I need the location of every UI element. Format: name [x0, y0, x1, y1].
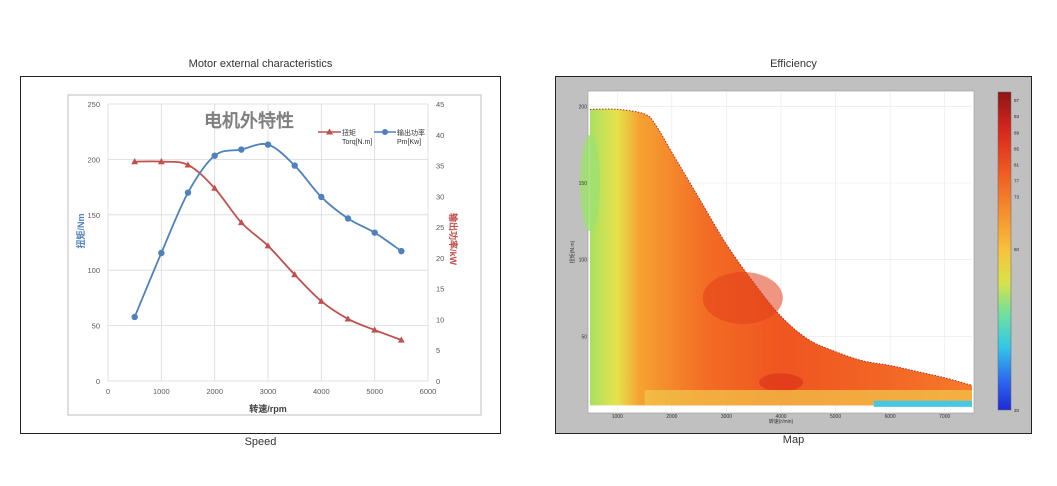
y2-tick-label: 35 [436, 162, 444, 171]
torque-power-chart: 0 1000 2000 3000 4000 5000 6000050100150200250… [67, 94, 482, 416]
torque-point [317, 297, 325, 304]
power-point [344, 215, 352, 222]
y2-tick-label: 40 [436, 131, 444, 140]
map-y-tick-label: 50 [581, 334, 587, 340]
colorbar-tick-label: 97 [1014, 98, 1020, 103]
torque-point [291, 271, 299, 278]
map-x-axis-label: 转速(r/min) [769, 418, 794, 425]
efficiency-region [590, 109, 972, 406]
colorbar-tick-label: 85 [1014, 146, 1020, 151]
x-axis-label: 转速/rpm [249, 403, 287, 414]
power-point [211, 152, 218, 159]
map-x-tick-label: 7000 [939, 414, 950, 420]
y2-tick-label: 15 [436, 285, 444, 294]
torque-point [211, 184, 219, 191]
map-x-tick-label: 4000 [775, 414, 786, 420]
right-chart-frame: 1000 2000 3000 4000 5000 6000 7000 50 100 150 200 … [555, 76, 1032, 434]
y-axis-label: 扭矩/Nm [75, 213, 86, 248]
chart-legend: 扭矩 Torq[N.m] 输出功率 Pm[Kw] [318, 128, 425, 146]
torque-point [237, 218, 245, 226]
legend-torque-name: 扭矩 [342, 128, 356, 137]
colorbar-tick-label: 89 [1014, 130, 1020, 135]
map-y-tick-label: 100 [579, 258, 588, 264]
power-point [318, 193, 325, 201]
legend-torque-unit: Torq[N.m] [342, 139, 372, 146]
colorbar-tick-label: 77 [1014, 179, 1020, 184]
y-tick-label: 0 [96, 377, 100, 386]
left-panel-caption: Speed [244, 436, 277, 448]
x-tick-label: 0 [106, 387, 110, 396]
map-x-tick-label: 2000 [666, 414, 677, 420]
x-tick-label: 4000 [313, 387, 330, 396]
x-tick-label: 3000 [260, 387, 277, 396]
power-point [291, 162, 298, 169]
torque-point [264, 242, 272, 249]
peak-efficiency-zone [759, 373, 803, 392]
power-point [371, 229, 378, 236]
torque-point [371, 326, 379, 333]
map-y-tick-label: 150 [579, 181, 588, 187]
y-tick-label: 150 [87, 211, 100, 220]
y-tick-label: 50 [92, 322, 100, 331]
colorbar-tick-label: 20 [1014, 408, 1020, 413]
y2-tick-label: 25 [436, 223, 444, 232]
y2-tick-label: 10 [436, 315, 444, 324]
torque-point [131, 158, 139, 165]
colorbar-tick-label: 73 [1014, 195, 1020, 200]
x-tick-label: 2000 [206, 387, 223, 396]
peak-efficiency-zone [702, 272, 783, 324]
efficiency-hotspots [580, 135, 972, 407]
x-tick-label: 6000 [420, 387, 437, 396]
colorbar-tick-label: 93 [1014, 114, 1020, 119]
map-x-tick-label: 1000 [612, 414, 623, 420]
colorbar-tick-label: 60 [1014, 247, 1020, 252]
x-tick-label: 5000 [366, 387, 383, 396]
y2-tick-label: 45 [436, 100, 444, 109]
map-x-tick-label: 5000 [830, 414, 841, 420]
low-efficiency-band [873, 400, 972, 407]
legend-power-name: 输出功率 [397, 128, 425, 137]
y2-tick-label: 30 [436, 192, 444, 201]
torque-point [184, 161, 192, 168]
colorbar [997, 91, 1012, 411]
power-point [238, 146, 245, 153]
y-tick-label: 100 [87, 266, 100, 275]
legend-power-unit: Pm[Kw] [397, 139, 421, 146]
map-y-axis-label: 扭矩(N.m) [569, 240, 576, 263]
left-chart-frame: 0 1000 2000 3000 4000 5000 6000 0 50 100 150 200 250… [20, 76, 501, 434]
power-point [264, 141, 272, 148]
map-x-tick-label: 6000 [885, 414, 896, 420]
y-tick-label: 200 [87, 155, 100, 164]
colorbar-tick-label: 81 [1014, 162, 1020, 167]
torque-point [157, 158, 165, 165]
chart-title: 电机外特性 [204, 110, 294, 131]
power-point [184, 189, 192, 196]
y2-axis-label: 输出功率/kW [448, 213, 459, 266]
y2-tick-label: 0 [436, 377, 440, 386]
y-tick-label: 250 [87, 100, 100, 109]
torque-point [344, 315, 352, 322]
map-x-tick-label: 3000 [721, 414, 732, 420]
x-tick-label: 1000 [153, 387, 170, 396]
left-panel-title: Motor external characteristics [188, 58, 333, 70]
efficiency-map: 1000 2000 3000 4000 5000 6000 700050100150200 … [556, 77, 1031, 433]
y2-tick-label: 20 [436, 254, 444, 263]
torque-point [397, 336, 405, 343]
low-speed-zone [580, 135, 600, 231]
right-panel-title: Efficiency [770, 58, 817, 70]
power-point [131, 313, 138, 321]
power-point [398, 247, 405, 255]
right-panel-caption: Map [782, 434, 805, 446]
y2-tick-label: 5 [436, 346, 440, 355]
power-point [158, 249, 165, 257]
map-y-tick-label: 200 [579, 104, 588, 110]
